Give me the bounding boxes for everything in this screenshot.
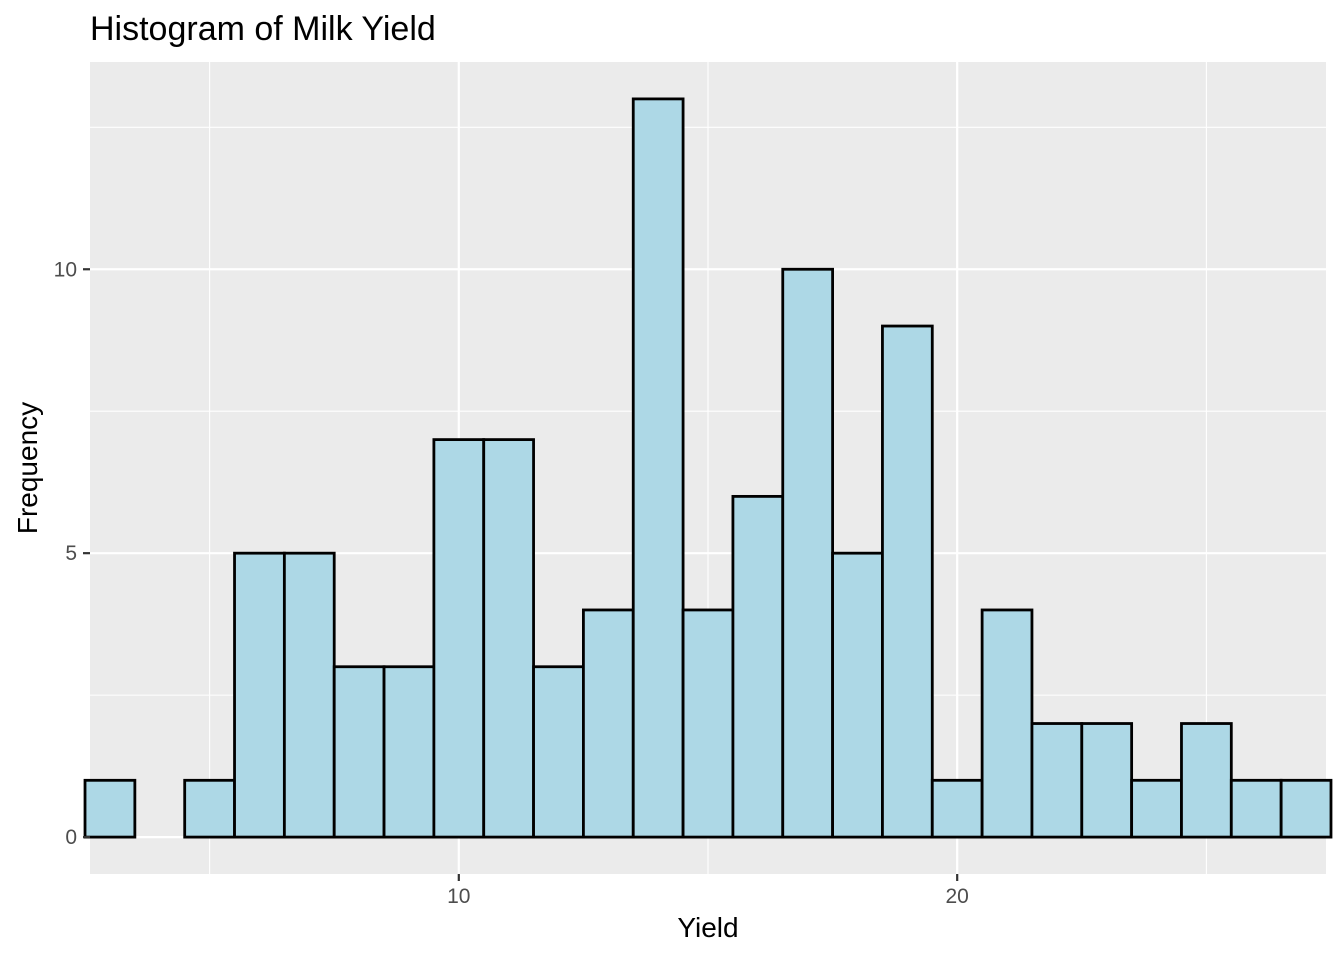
histogram-bar [631, 97, 685, 839]
histogram-bar [1080, 722, 1134, 839]
histogram-bar [582, 608, 635, 839]
x-tick-label: 20 [946, 885, 969, 908]
histogram-bar [1279, 778, 1333, 839]
y-tick-label: 5 [65, 542, 77, 565]
x-tick-label: 10 [447, 885, 470, 908]
histogram-bar [432, 438, 486, 839]
histogram-bar [83, 778, 137, 839]
histogram-bar [831, 551, 884, 839]
histogram-bar [731, 494, 785, 839]
histogram-bar [781, 267, 834, 839]
histogram-bar [382, 665, 436, 839]
histogram-bar [532, 665, 585, 839]
y-tick-label: 10 [54, 258, 77, 281]
histogram-bar [282, 551, 336, 839]
histogram-bar [1180, 722, 1233, 839]
histogram-bars [83, 97, 1333, 839]
x-axis-title: Yield [677, 912, 738, 943]
histogram-bar [930, 778, 984, 839]
chart-title: Histogram of Milk Yield [90, 10, 436, 48]
histogram-bar [233, 551, 286, 839]
histogram-bar [332, 665, 386, 839]
histogram-bar [1030, 722, 1084, 839]
axis-ticks [83, 268, 959, 881]
histogram-bar [980, 608, 1034, 839]
y-axis-title: Frequency [12, 402, 43, 534]
histogram-bar [1229, 778, 1283, 839]
histogram-bar [183, 778, 236, 839]
histogram-bar [681, 608, 735, 839]
histogram-bar [1130, 778, 1183, 839]
histogram-bar [482, 438, 535, 839]
histogram-bar [881, 324, 934, 839]
axis-tick-labels: 0 5 10 10 20 [54, 258, 969, 908]
y-tick-label: 0 [65, 826, 77, 849]
